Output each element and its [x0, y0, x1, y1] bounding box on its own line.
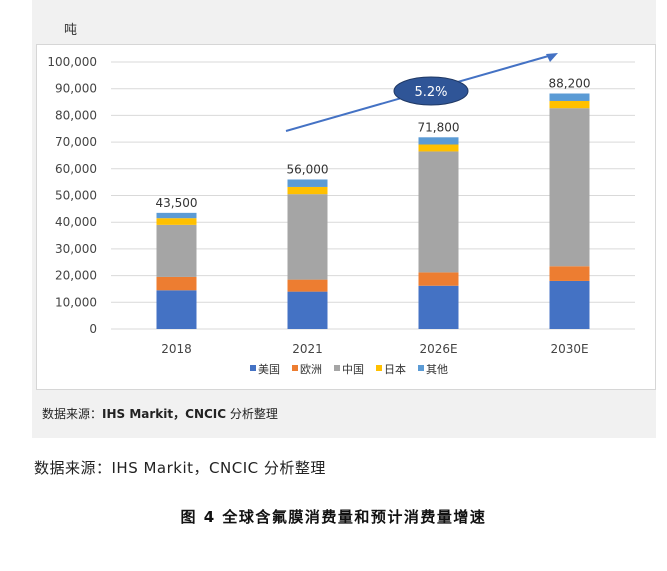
x-tick-label: 2030E: [550, 342, 588, 356]
bar-segment: [287, 194, 328, 280]
y-tick-label: 0: [89, 322, 97, 336]
legend-swatch: [376, 365, 382, 371]
x-tick-label: 2018: [161, 342, 192, 356]
legend-label: 其他: [426, 363, 448, 376]
bar-segment: [287, 179, 328, 187]
stacked-bar-chart: 0 10,000 20,000 30,000 40,000 50,000 60,000 70,…: [47, 53, 635, 376]
bar-segment: [418, 151, 459, 273]
bar-segment: [287, 291, 328, 329]
bar-segment: [156, 276, 197, 291]
total-label: 43,500: [156, 196, 198, 210]
y-tick-label: 40,000: [55, 215, 97, 229]
bar-segment: [287, 186, 328, 195]
y-tick-label: 70,000: [55, 135, 97, 149]
bar-segment: [156, 218, 197, 225]
y-tick-label: 10,000: [55, 295, 97, 309]
bar-segment: [418, 285, 459, 329]
panel-source-prefix: 数据来源：: [42, 407, 103, 421]
page-source-note: 数据来源：IHS Markit，CNCIC 分析整理: [34, 459, 326, 477]
bar-segment: [549, 100, 590, 109]
figure-caption: 图 4 全球含氟膜消费量和预计消费量增速: [180, 508, 487, 526]
bar-segment: [156, 290, 197, 329]
total-label: 71,800: [418, 120, 460, 134]
y-axis-unit-label: 吨: [64, 23, 78, 38]
bar-segment: [418, 272, 459, 286]
legend-label: 中国: [342, 363, 364, 376]
bar-segment: [418, 144, 459, 152]
bar-segment: [156, 224, 197, 277]
bar-segment: [549, 93, 590, 101]
legend-swatch: [292, 365, 298, 371]
y-tick-label: 30,000: [55, 242, 97, 256]
panel-source-note: 数据来源：IHS Markit，CNCIC 分析整理: [42, 405, 278, 422]
legend-label: 日本: [384, 362, 406, 376]
x-tick-label: 2026E: [419, 342, 457, 356]
legend-swatch: [334, 365, 340, 371]
panel-source-suffix: 分析整理: [226, 407, 278, 421]
bar-segment: [549, 266, 590, 281]
legend-swatch: [250, 365, 256, 371]
legend-label: 欧洲: [300, 363, 322, 376]
bar-segment: [287, 279, 328, 292]
growth-rate-badge: [393, 76, 469, 106]
y-tick-label: 100,000: [47, 55, 97, 69]
y-tick-label: 20,000: [55, 269, 97, 283]
bar-segment: [418, 137, 459, 145]
bar-segment: [156, 212, 197, 219]
y-tick-label: 80,000: [55, 108, 97, 122]
trend-arrow-head: [546, 53, 558, 62]
y-tick-label: 90,000: [55, 82, 97, 96]
panel-source-bold: IHS Markit，CNCIC: [102, 407, 227, 421]
total-label: 88,200: [549, 77, 591, 91]
chart-frame: 0 10,000 20,000 30,000 40,000 50,000 60,000 70,…: [36, 44, 656, 390]
legend-swatch: [418, 365, 424, 371]
y-tick-label: 50,000: [55, 189, 97, 203]
x-tick-label: 2021: [292, 342, 323, 356]
bar-segment: [549, 280, 590, 329]
y-tick-label: 60,000: [55, 162, 97, 176]
bar-segment: [549, 108, 590, 267]
total-label: 56,000: [287, 162, 329, 176]
legend-label: 美国: [258, 363, 280, 376]
growth-rate-label: 5.2%: [414, 85, 447, 100]
